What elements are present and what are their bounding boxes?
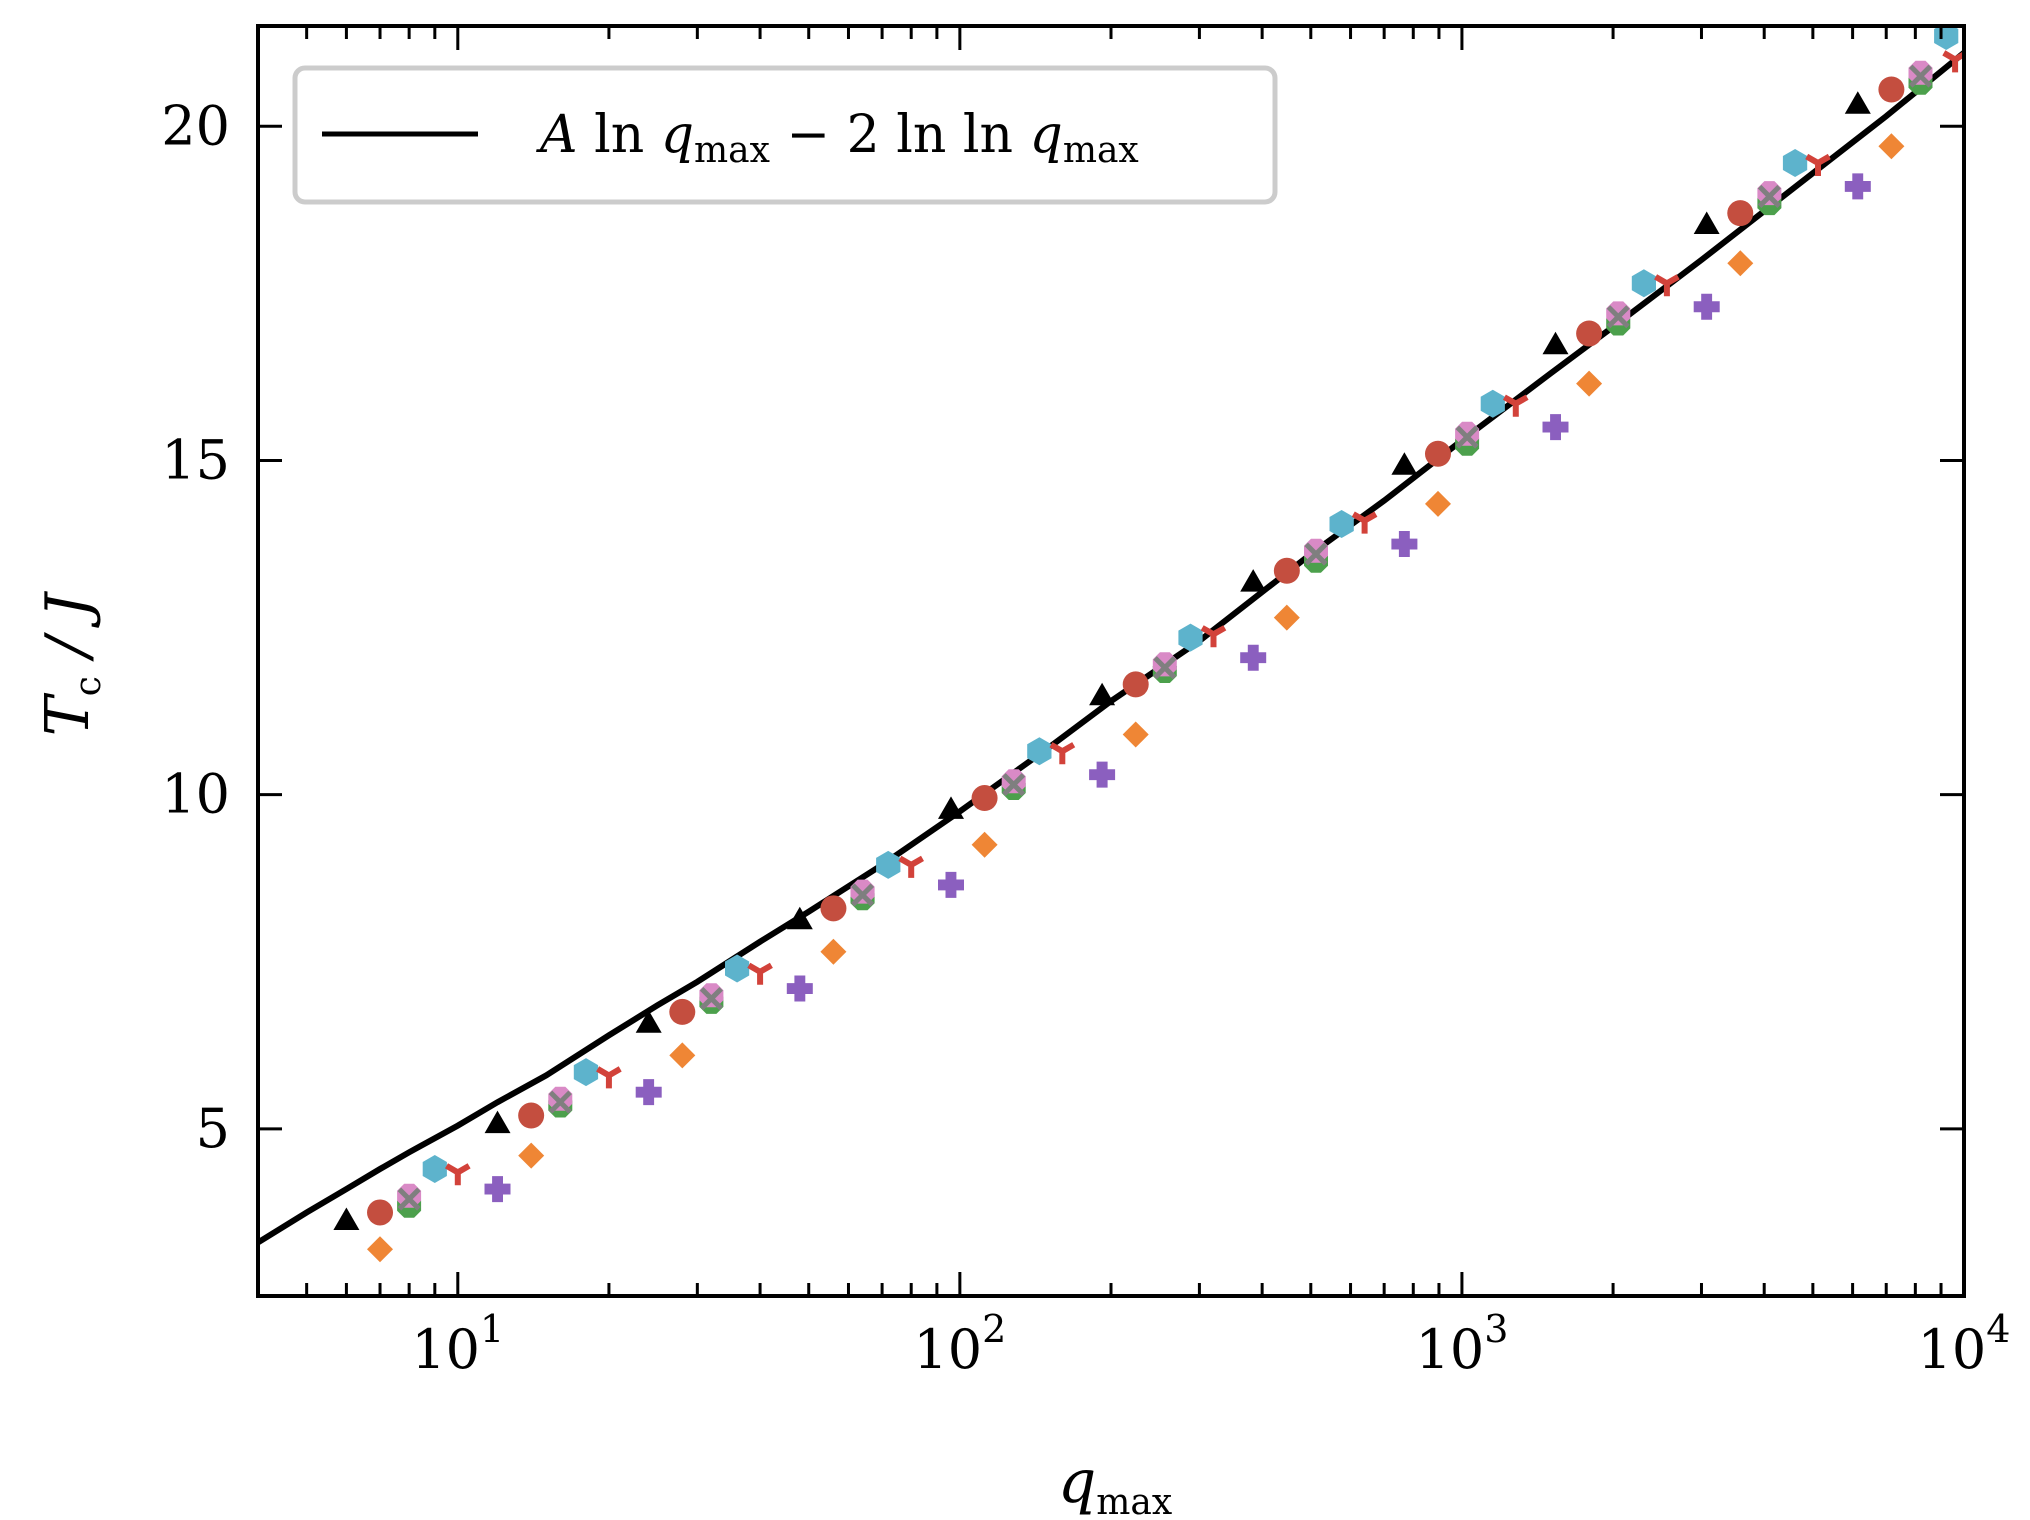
series-5-point bbox=[786, 975, 813, 1002]
series-1-point bbox=[1542, 331, 1569, 355]
series-4-point bbox=[1049, 742, 1076, 765]
series-3-point bbox=[1631, 269, 1656, 298]
series-9-point bbox=[851, 883, 875, 907]
series-9-point bbox=[1757, 184, 1781, 208]
series-1-point bbox=[1240, 569, 1267, 592]
series-4-point bbox=[1654, 274, 1680, 297]
series-9-point bbox=[1909, 64, 1933, 88]
series-4-point bbox=[1502, 394, 1529, 417]
plot-area bbox=[258, 26, 1964, 1263]
marks-layer bbox=[258, 26, 1964, 1263]
series-6-point bbox=[1727, 250, 1754, 277]
series-2-point bbox=[820, 895, 847, 922]
series-2-point bbox=[1576, 320, 1603, 347]
legend: A ln qmax − 2 ln ln qmax bbox=[292, 65, 1278, 205]
series-1-point bbox=[1844, 91, 1871, 114]
series-3-point bbox=[422, 1155, 447, 1183]
series-3-point bbox=[876, 850, 901, 879]
series-6-point bbox=[971, 831, 998, 858]
series-2-point bbox=[1273, 557, 1300, 584]
series-9-point bbox=[1002, 773, 1026, 797]
series-4-point bbox=[1200, 625, 1227, 648]
series-5-point bbox=[484, 1176, 511, 1203]
series-5-point bbox=[1693, 293, 1720, 320]
series-9-point bbox=[1153, 656, 1177, 680]
ticks-layer: 101 102 103 104 5 10 15 20 bbox=[161, 26, 2010, 1381]
series-3-point bbox=[1782, 149, 1808, 177]
series-1-point bbox=[333, 1207, 360, 1230]
y-tick-label: 20 bbox=[161, 94, 230, 157]
series-2-point bbox=[1424, 440, 1451, 467]
series-3-point bbox=[1178, 623, 1203, 652]
series-6-point bbox=[669, 1042, 696, 1069]
series-2-point bbox=[971, 785, 998, 812]
series-1-point bbox=[786, 906, 813, 930]
series-4-point bbox=[747, 962, 773, 985]
series-2-point bbox=[669, 998, 696, 1025]
series-5-point bbox=[1542, 414, 1569, 441]
series-1-point bbox=[938, 796, 964, 819]
series-9-point bbox=[1606, 305, 1630, 329]
x-tick-label: 104 bbox=[1918, 1307, 2011, 1381]
series-3-point bbox=[1027, 737, 1052, 766]
series-4-point bbox=[898, 855, 924, 878]
series-6-point bbox=[367, 1236, 393, 1263]
series-6-point bbox=[820, 938, 847, 965]
series-6-point bbox=[1425, 490, 1451, 517]
series-6-point bbox=[1273, 604, 1300, 631]
series-1-point bbox=[484, 1110, 511, 1134]
series-1-point bbox=[635, 1010, 662, 1033]
y-axis-label: Tc / J bbox=[33, 591, 109, 737]
series-3-point bbox=[1480, 389, 1505, 418]
series-2-point bbox=[367, 1199, 394, 1226]
series-6-point bbox=[1122, 721, 1149, 748]
series-4-point bbox=[1805, 153, 1831, 177]
series-4-point bbox=[1942, 50, 1964, 73]
series-5-point bbox=[635, 1079, 662, 1106]
series-9-point bbox=[548, 1090, 572, 1114]
series-5-point bbox=[1089, 761, 1116, 788]
y-tick-label: 5 bbox=[196, 1097, 230, 1160]
series-4-point bbox=[596, 1066, 622, 1089]
x-tick-label: 103 bbox=[1415, 1307, 1508, 1381]
series-4-point bbox=[1351, 511, 1378, 534]
y-tick-label: 15 bbox=[161, 428, 230, 491]
x-axis-label: qmax bbox=[1058, 1447, 1172, 1520]
series-1-point bbox=[1391, 452, 1418, 475]
series-2-point bbox=[1727, 200, 1754, 227]
series-5-point bbox=[1844, 173, 1871, 200]
legend-box bbox=[292, 65, 1278, 205]
series-6-point bbox=[1878, 133, 1905, 160]
y-tick-label: 10 bbox=[161, 763, 230, 826]
series-9-point bbox=[1304, 542, 1328, 566]
series-1-point bbox=[1089, 682, 1116, 706]
series-1-point bbox=[1693, 211, 1720, 234]
series-9-point bbox=[397, 1187, 421, 1211]
series-6-point bbox=[1576, 370, 1603, 397]
series-3-point bbox=[1329, 510, 1354, 538]
plot-frame bbox=[256, 24, 1966, 1298]
series-9-point bbox=[1455, 425, 1479, 449]
x-tick-label: 101 bbox=[411, 1307, 504, 1381]
series-2-point bbox=[1122, 671, 1149, 698]
series-5-point bbox=[938, 871, 964, 898]
series-5-point bbox=[1391, 531, 1418, 557]
series-2-point bbox=[1878, 76, 1905, 103]
series-9-point bbox=[699, 987, 723, 1011]
series-5-point bbox=[1240, 644, 1267, 671]
legend-label: A ln qmax − 2 ln ln qmax bbox=[536, 105, 1139, 171]
series-2-point bbox=[518, 1102, 545, 1129]
series-6-point bbox=[518, 1142, 545, 1169]
series-3-point bbox=[573, 1058, 599, 1087]
series-4-point bbox=[444, 1163, 471, 1186]
series-3-point bbox=[725, 954, 750, 983]
x-tick-label: 102 bbox=[913, 1307, 1006, 1381]
